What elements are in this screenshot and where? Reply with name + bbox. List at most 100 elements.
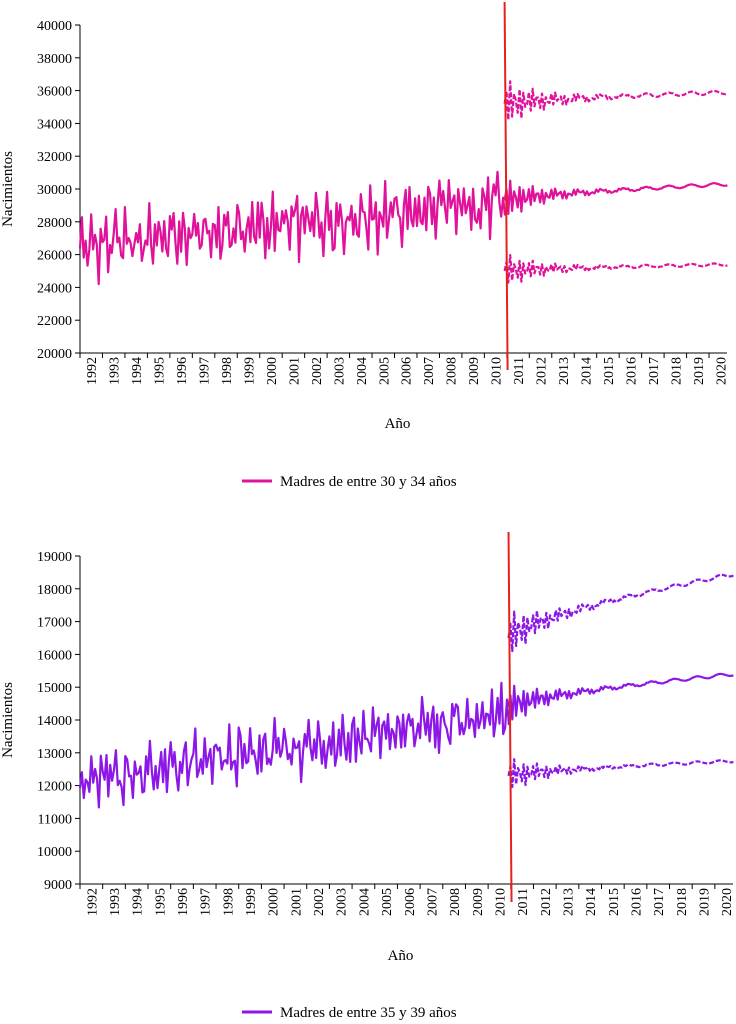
- x-tick-label: 1995: [153, 888, 168, 916]
- x-tick-label: 2008: [448, 888, 463, 916]
- x-tick-label: 2012: [539, 888, 554, 916]
- y-tick-label: 24000: [37, 281, 72, 296]
- x-tick-label: 2014: [584, 888, 599, 916]
- x-tick-label: 2001: [289, 888, 304, 916]
- series-historical: [78, 170, 507, 286]
- x-tick-label: 1994: [131, 888, 146, 916]
- y-tick-label: 17000: [37, 616, 72, 631]
- x-tick-label: 2016: [624, 357, 639, 385]
- x-tick-label: 2010: [493, 888, 508, 916]
- y-axis-ticks: 20000 22000 24000 26000 28000 30000 32000 34000…: [37, 19, 727, 362]
- x-tick-label: 2014: [579, 357, 594, 385]
- y-axis-title: Nacimientos: [0, 682, 16, 758]
- series-forecast-lower: [507, 758, 734, 789]
- x-tick-label: 2017: [652, 888, 667, 916]
- series-forecast-upper: [507, 573, 734, 653]
- forecast-divider-line: [507, 531, 513, 903]
- x-tick-label: 1992: [85, 888, 100, 916]
- series-forecast-lower: [503, 254, 728, 284]
- x-axis-title: Año: [388, 948, 414, 964]
- x-tick-label: 1996: [175, 357, 190, 385]
- y-axis-title: Nacimientos: [0, 151, 16, 227]
- x-axis-ticks: 1992 1993 1994 1995 1996 1997 1998 1999 2000 2001…: [79, 353, 729, 385]
- forecast-divider-line: [503, 1, 509, 371]
- y-tick-label: 26000: [37, 249, 72, 264]
- y-tick-label: 13000: [37, 747, 72, 762]
- x-tick-label: 1999: [242, 357, 257, 385]
- x-tick-label: 2000: [265, 357, 280, 385]
- x-tick-label: 2019: [692, 357, 707, 385]
- y-tick-label: 12000: [37, 780, 72, 795]
- x-tick-label: 1992: [85, 357, 100, 385]
- x-tick-label: 2001: [287, 357, 302, 385]
- y-tick-label: 14000: [37, 714, 72, 729]
- x-axis-title: Año: [385, 416, 411, 432]
- series-forecast-center: [507, 672, 734, 721]
- x-tick-label: 1997: [198, 357, 213, 385]
- x-tick-label: 2009: [467, 357, 482, 385]
- y-tick-label: 10000: [37, 845, 72, 860]
- x-tick-label: 2004: [355, 357, 370, 385]
- legend: Madres de entre 30 y 34 años: [242, 474, 457, 490]
- x-tick-label: 2009: [471, 888, 486, 916]
- x-tick-label: 2020: [720, 888, 735, 916]
- x-tick-label: 2007: [425, 888, 440, 916]
- x-tick-label: 2006: [403, 888, 418, 916]
- y-tick-label: 16000: [37, 648, 72, 663]
- legend-label: Madres de entre 35 y 39 años: [280, 1005, 457, 1021]
- x-tick-label: 2000: [267, 888, 282, 916]
- y-tick-label: 36000: [37, 85, 72, 100]
- x-tick-label: 2007: [422, 357, 437, 385]
- x-tick-label: 2002: [312, 888, 327, 916]
- x-tick-label: 2018: [669, 357, 684, 385]
- x-tick-label: 2003: [335, 888, 350, 916]
- x-tick-label: 2005: [380, 888, 395, 916]
- y-tick-label: 30000: [37, 183, 72, 198]
- chart-births-35-39: 9000 10000 11000 12000 13000 14000 15000 16000 1…: [0, 531, 735, 1021]
- x-tick-label: 2020: [714, 357, 729, 385]
- x-tick-label: 2010: [490, 357, 505, 385]
- series-lines: [78, 531, 734, 903]
- x-tick-label: 1997: [199, 888, 214, 916]
- x-tick-label: 1995: [153, 357, 168, 385]
- x-tick-label: 1994: [130, 357, 145, 385]
- y-tick-label: 19000: [37, 550, 72, 565]
- x-tick-label: 2002: [310, 357, 325, 385]
- series-historical: [78, 681, 510, 809]
- legend-label: Madres de entre 30 y 34 años: [280, 474, 457, 490]
- x-axis-ticks: 1992 1993 1994 1995 1996 1997 1998 1999 2000 2001…: [79, 884, 735, 916]
- x-tick-label: 1993: [108, 357, 123, 385]
- y-tick-label: 32000: [37, 150, 72, 165]
- chart-births-30-34: 20000 22000 24000 26000 28000 30000 32000 34000…: [0, 1, 729, 490]
- x-tick-label: 2012: [535, 357, 550, 385]
- y-tick-label: 38000: [37, 52, 72, 67]
- x-tick-label: 2011: [516, 888, 531, 915]
- x-tick-label: 2004: [357, 888, 372, 916]
- x-tick-label: 2015: [607, 888, 622, 916]
- y-tick-label: 11000: [38, 812, 72, 827]
- x-tick-label: 2011: [512, 357, 527, 384]
- x-tick-label: 2008: [445, 357, 460, 385]
- x-tick-label: 2003: [332, 357, 347, 385]
- x-tick-label: 2019: [698, 888, 713, 916]
- x-tick-label: 1998: [221, 888, 236, 916]
- x-tick-label: 2017: [647, 357, 662, 385]
- x-tick-label: 2015: [602, 357, 617, 385]
- x-tick-label: 2016: [630, 888, 645, 916]
- y-tick-label: 18000: [37, 583, 72, 598]
- y-tick-label: 34000: [37, 117, 72, 132]
- x-tick-label: 1996: [176, 888, 191, 916]
- y-tick-label: 22000: [37, 314, 72, 329]
- y-tick-label: 20000: [37, 347, 72, 362]
- y-tick-label: 15000: [37, 681, 72, 696]
- x-tick-label: 1998: [220, 357, 235, 385]
- x-tick-label: 2005: [377, 357, 392, 385]
- y-tick-label: 40000: [37, 19, 72, 34]
- x-tick-label: 2006: [400, 357, 415, 385]
- y-tick-label: 28000: [37, 216, 72, 231]
- y-tick-label: 9000: [44, 878, 72, 893]
- x-tick-label: 2013: [557, 357, 572, 385]
- x-tick-label: 2018: [675, 888, 690, 916]
- x-tick-label: 2013: [561, 888, 576, 916]
